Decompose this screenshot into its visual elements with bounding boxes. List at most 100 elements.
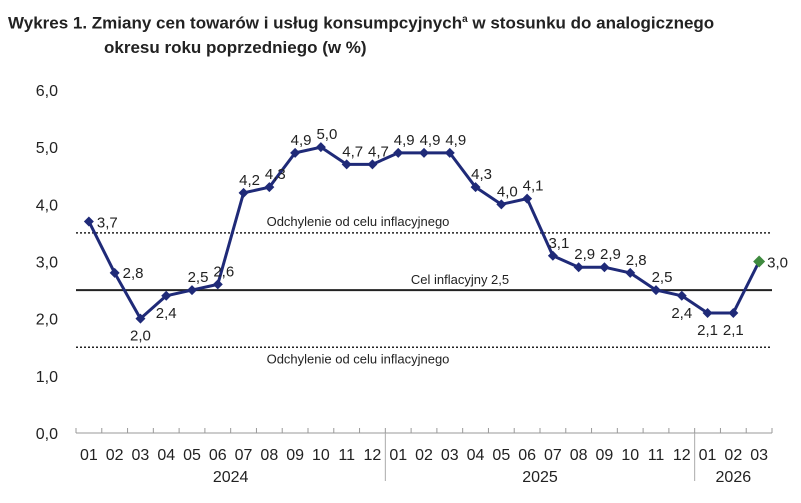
year-label: 2025 — [522, 469, 558, 486]
x-tick-label: 07 — [544, 447, 562, 464]
title-line-1: Wykres 1. Zmiany cen towarów i usług kon… — [8, 13, 463, 33]
chart-title: Wykres 1. Zmiany cen towarów i usług kon… — [8, 8, 714, 60]
data-label: 2,4 — [671, 305, 692, 322]
title-line-1-end: w stosunku do analogicznego — [467, 13, 715, 33]
year-label: 2024 — [213, 469, 249, 486]
data-label: 2,9 — [600, 246, 621, 263]
data-label: 3,1 — [548, 235, 569, 252]
x-tick-label: 01 — [699, 447, 717, 464]
x-tick-label: 09 — [596, 447, 614, 464]
y-tick-label: 0,0 — [36, 426, 58, 443]
reference-line-label: Odchylenie od celu inflacyjnego — [267, 214, 450, 229]
x-tick-label: 06 — [209, 447, 227, 464]
y-tick-label: 1,0 — [36, 369, 58, 386]
data-point — [212, 279, 223, 290]
data-point — [393, 147, 404, 158]
x-tick-label: 02 — [106, 447, 124, 464]
data-label: 4,0 — [497, 183, 518, 200]
x-tick-label: 10 — [621, 447, 639, 464]
data-point — [547, 250, 558, 261]
data-label: 2,1 — [697, 322, 718, 339]
data-label: 4,9 — [394, 132, 415, 149]
x-tick-label: 04 — [467, 447, 485, 464]
data-label: 2,6 — [213, 263, 234, 280]
title-footnote-mark: a — [462, 14, 468, 25]
y-tick-label: 4,0 — [36, 197, 58, 214]
data-label: 2,1 — [723, 322, 744, 339]
data-point — [753, 255, 766, 268]
data-label: 2,8 — [626, 252, 647, 269]
y-tick-label: 6,0 — [36, 83, 58, 100]
data-label: 3,7 — [97, 214, 118, 231]
data-point — [625, 267, 636, 278]
data-point — [161, 290, 172, 301]
data-label: 4,7 — [368, 143, 389, 160]
data-label: 4,1 — [523, 178, 544, 195]
data-label: 4,3 — [471, 166, 492, 183]
data-point — [496, 199, 507, 210]
x-tick-label: 04 — [157, 447, 175, 464]
x-tick-label: 01 — [80, 447, 98, 464]
data-point — [367, 159, 378, 170]
x-tick-label: 10 — [312, 447, 330, 464]
reference-line-label: Cel inflacyjny 2,5 — [411, 272, 509, 287]
data-label: 4,9 — [445, 132, 466, 149]
x-tick-label: 08 — [570, 447, 588, 464]
data-label: 2,5 — [188, 269, 209, 286]
data-label: 5,0 — [316, 126, 337, 143]
x-tick-label: 02 — [415, 447, 433, 464]
data-point — [290, 147, 301, 158]
data-label: 4,9 — [420, 132, 441, 149]
x-tick-label: 05 — [183, 447, 201, 464]
data-label: 2,0 — [130, 328, 151, 345]
x-tick-label: 03 — [132, 447, 150, 464]
data-label: 4,9 — [291, 132, 312, 149]
x-tick-label: 12 — [364, 447, 382, 464]
x-tick-label: 11 — [648, 447, 665, 464]
x-tick-label: 11 — [338, 447, 355, 464]
x-tick-label: 08 — [260, 447, 278, 464]
data-point — [264, 182, 275, 193]
data-label: 2,4 — [156, 305, 177, 322]
x-tick-label: 12 — [673, 447, 691, 464]
data-point — [573, 262, 584, 273]
data-label: 2,9 — [574, 246, 595, 263]
data-point — [419, 147, 429, 158]
data-label: 4,3 — [265, 166, 286, 183]
data-label: 4,7 — [342, 143, 363, 160]
x-tick-label: 07 — [235, 447, 253, 464]
x-tick-label: 03 — [750, 447, 768, 464]
x-tick-label: 06 — [518, 447, 536, 464]
x-tick-label: 02 — [724, 447, 742, 464]
data-label: 2,8 — [123, 265, 144, 282]
x-tick-label: 01 — [389, 447, 407, 464]
data-point — [676, 290, 687, 301]
x-tick-label: 09 — [286, 447, 304, 464]
data-point — [702, 307, 713, 318]
y-tick-label: 5,0 — [36, 140, 58, 157]
y-tick-label: 2,0 — [36, 312, 58, 329]
x-tick-label: 03 — [441, 447, 459, 464]
data-point — [728, 307, 739, 318]
data-point — [187, 285, 197, 296]
data-point — [315, 142, 326, 153]
title-line-2: okresu roku poprzedniego (w %) — [104, 37, 367, 57]
year-label: 2026 — [716, 469, 752, 486]
data-point — [444, 147, 455, 158]
data-point — [651, 285, 661, 296]
data-label: 2,5 — [652, 269, 673, 286]
x-tick-label: 05 — [492, 447, 510, 464]
reference-line-label: Odchylenie od celu inflacyjnego — [267, 351, 450, 366]
data-label: 4,2 — [239, 172, 260, 189]
data-label: 3,0 — [767, 255, 788, 272]
data-point — [238, 187, 249, 198]
data-point — [522, 193, 533, 204]
data-point — [135, 313, 146, 324]
data-point — [341, 159, 352, 170]
y-tick-label: 3,0 — [36, 255, 58, 272]
data-point — [599, 262, 610, 273]
data-point — [470, 182, 481, 193]
data-point — [83, 216, 94, 227]
data-point — [109, 267, 120, 278]
